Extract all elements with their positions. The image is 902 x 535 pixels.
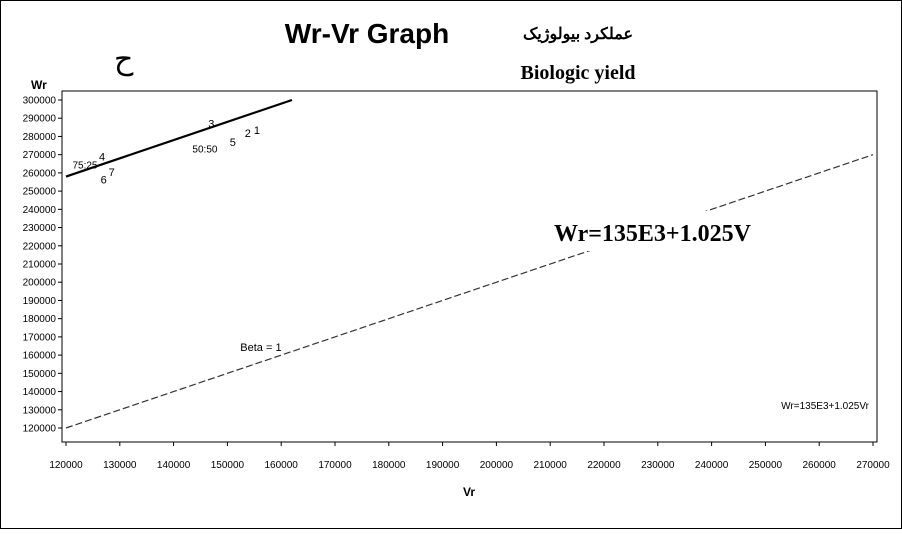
y-tick-label: 230000 [23, 223, 57, 234]
data-point-label: 2 [245, 128, 251, 140]
y-axis-label: Wr [31, 78, 47, 92]
x-axis-ticks: 120000 130000 140000 150000 160000 170000 1800… [49, 442, 890, 471]
ratio-annotations: 75:25 50:50 [72, 144, 217, 171]
y-tick-label: 150000 [23, 369, 57, 380]
y-tick-label: 220000 [23, 241, 57, 252]
x-tick-label: 120000 [49, 460, 83, 471]
equation-large: Wr=135E3+1.025V [554, 221, 752, 247]
y-axis-ticks: 120000 130000 140000 150000 160000 170000 1800… [23, 96, 62, 435]
data-point-label: 6 [101, 174, 107, 186]
data-point-label: 1 [254, 125, 260, 137]
y-tick-label: 250000 [23, 187, 57, 198]
equation-background [549, 211, 809, 251]
y-tick-label: 260000 [23, 168, 57, 179]
y-tick-label: 160000 [23, 351, 57, 362]
y-tick-label: 290000 [23, 114, 57, 125]
x-tick-label: 270000 [856, 460, 890, 471]
x-tick-label: 180000 [372, 460, 406, 471]
y-tick-label: 180000 [23, 314, 57, 325]
subtitle-english: Biologic yield [521, 62, 636, 84]
subtitle-persian: عملکرد بیولوژیک [523, 26, 633, 44]
y-tick-label: 280000 [23, 132, 57, 143]
x-tick-label: 220000 [587, 460, 621, 471]
data-point-label: 5 [230, 137, 236, 149]
x-tick-label: 200000 [480, 460, 514, 471]
x-tick-label: 240000 [695, 460, 729, 471]
data-point-label: 4 [99, 151, 105, 163]
data-point-label: 3 [208, 119, 214, 131]
ratio-annotation: 75:25 [72, 161, 97, 172]
x-tick-label: 150000 [211, 460, 245, 471]
y-tick-label: 210000 [23, 260, 57, 271]
beta-one-line [65, 154, 874, 429]
y-tick-label: 120000 [23, 424, 57, 435]
y-tick-label: 300000 [23, 96, 57, 107]
x-tick-label: 260000 [803, 460, 837, 471]
x-tick-label: 210000 [534, 460, 568, 471]
y-tick-label: 270000 [23, 150, 57, 161]
beta-label: Beta = 1 [240, 342, 281, 354]
data-point-label: 7 [109, 167, 115, 179]
y-tick-label: 240000 [23, 205, 57, 216]
y-tick-label: 140000 [23, 387, 57, 398]
chart-title: Wr-Vr Graph [285, 18, 449, 49]
ratio-annotation: 50:50 [192, 144, 217, 155]
x-tick-label: 250000 [749, 460, 783, 471]
x-tick-label: 190000 [426, 460, 460, 471]
y-tick-label: 170000 [23, 332, 57, 343]
x-tick-label: 230000 [641, 460, 675, 471]
panel-letter: ح [114, 43, 134, 77]
y-tick-label: 200000 [23, 278, 57, 289]
equation-legend: Wr=135E3+1.025Vr [781, 401, 870, 412]
plot-area [61, 90, 878, 443]
x-tick-label: 170000 [318, 460, 352, 471]
x-tick-label: 160000 [265, 460, 299, 471]
y-tick-label: 190000 [23, 296, 57, 307]
x-tick-label: 130000 [103, 460, 137, 471]
y-tick-label: 130000 [23, 405, 57, 416]
regression-line [65, 98, 293, 178]
point-labels: 12 3 4 5 67 [99, 119, 260, 187]
x-axis-label: Vr [463, 485, 475, 499]
x-tick-label: 140000 [157, 460, 191, 471]
